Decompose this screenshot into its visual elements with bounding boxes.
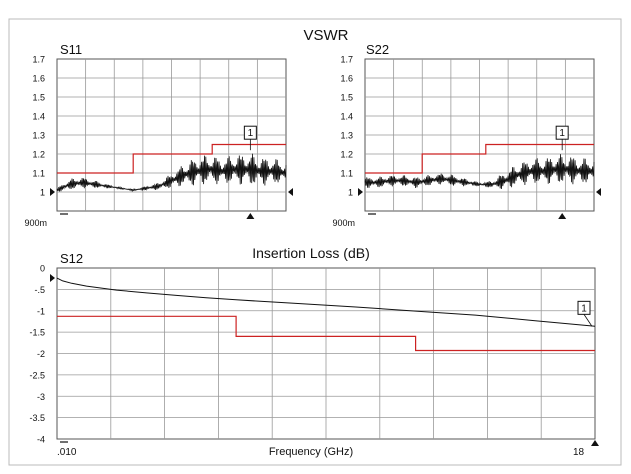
s12-y-tick-label: -4 [37,435,45,445]
s22-panel-label: S22 [366,42,389,57]
s22-y-tick-label: 1.6 [340,74,353,84]
s12-x-start-label: .010 [57,447,77,458]
s11-limit-line [57,143,286,174]
s22-y-tick-label: 1 [348,188,353,198]
s11-y-tick-label: 1.5 [32,93,45,103]
s22-chart: S22 1.7 1.6 1.5 1.4 1.3 1.2 1.1 1 900m 1 [332,42,601,228]
s12-marker-box [577,300,591,315]
s11-chart: S11 1.7 1.6 1.5 1.4 1.3 1.2 1.1 1 900m 1 [24,42,293,228]
s22-y-tick-label: 1.1 [340,169,353,179]
s22-marker-box [555,125,569,140]
s12-y-tick-label: -1.5 [29,328,45,338]
s22-marker-pointer-icon [558,213,567,219]
s12-y-tick-label: -3.5 [29,413,45,423]
s22-y-tick-label: 1.7 [340,55,353,65]
s11-panel-label: S11 [60,42,82,57]
s12-y-tick-label: -3 [37,392,45,402]
s11-marker-label: 1 [248,128,254,139]
s12-marker-label: 1 [581,303,587,314]
s12-limit-line [57,315,595,352]
s22-y-tick-label: 900m [332,218,355,228]
main-title: VSWR [304,27,349,44]
s11-marker-pointer-icon [246,213,255,219]
s12-y-tick-label: -2.5 [29,370,45,380]
s12-panel-label: S12 [60,251,83,266]
s12-ref-left-icon [50,274,55,283]
s11-marker-box [243,125,257,140]
s12-y-tick-label: -.5 [34,285,45,295]
s12-x-axis-label: Frequency (GHz) [269,446,353,458]
s22-limit-line [365,143,594,174]
s22-y-tick-label: 1.4 [340,112,353,122]
s12-title: Insertion Loss (dB) [252,245,370,261]
s12-marker-pointer-icon [591,440,599,446]
s11-y-tick-label: 1 [40,188,45,198]
s11-y-tick-label: 1.2 [32,150,45,160]
s11-y-tick-label: 1.1 [32,169,45,179]
s22-ref-left-icon [358,188,363,196]
s22-y-tick-label: 1.5 [340,93,353,103]
s11-y-tick-label: 1.4 [32,112,45,122]
s11-ref-left-icon [50,188,55,196]
s22-ref-right-icon [596,188,601,196]
s12-y-tick-label: -1 [37,306,45,316]
s11-y-tick-label: 1.3 [32,131,45,141]
s22-y-tick-label: 1.2 [340,150,353,160]
s12-y-tick-label: 0 [40,264,45,274]
s12-x-end-label: 18 [573,447,585,458]
s11-y-tick-label: 900m [24,218,47,228]
s12-marker-leader [583,314,593,327]
charts-group: S11 1.7 1.6 1.5 1.4 1.3 1.2 1.1 1 900m 1 S22 1.7 1.6 1… [24,42,601,458]
s11-y-tick-label: 1.7 [32,55,45,65]
s12-y-tick-label: -2 [37,349,45,359]
s11-y-tick-label: 1.6 [32,74,45,84]
s11-measured-trace [56,153,287,193]
s22-marker-label: 1 [559,128,565,139]
s22-measured-trace [364,154,595,190]
s22-y-tick-label: 1.3 [340,131,353,141]
s11-ref-right-icon [288,188,293,196]
s12-chart: S12 Insertion Loss (dB) 0 -.5 -1 -1.5 -2 -2.5 -3… [29,245,599,458]
s12-measured-trace [56,277,596,327]
